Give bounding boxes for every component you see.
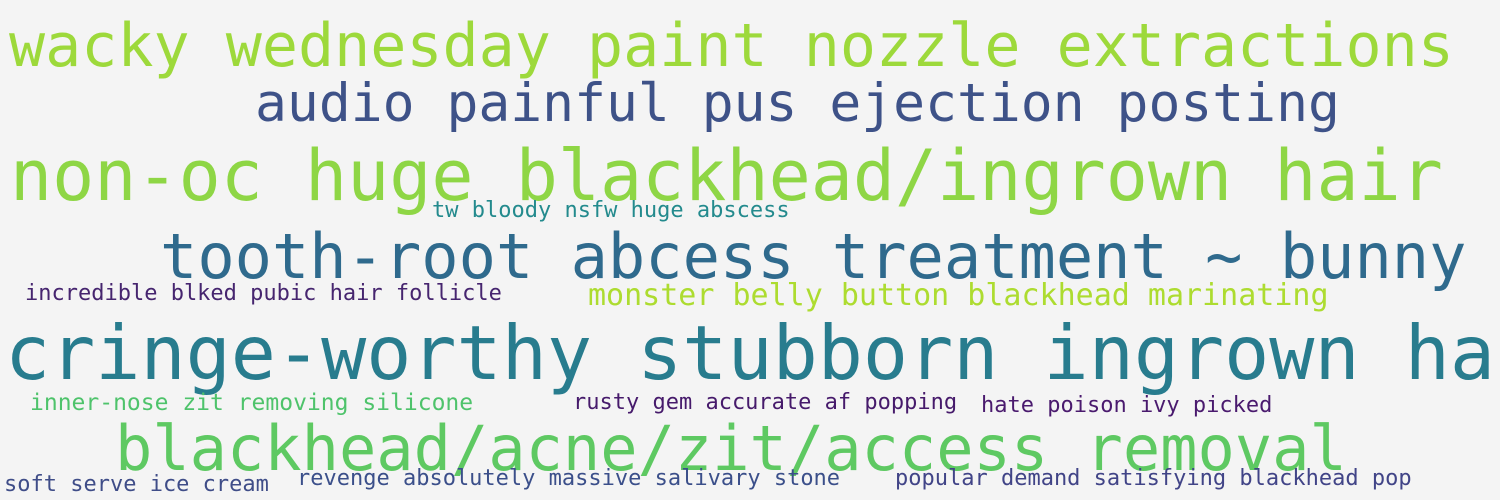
word-soft-serve-ice-cream: soft serve ice cream [4, 472, 269, 497]
word-rusty-gem-accurate-af-popping: rusty gem accurate af popping [573, 390, 958, 415]
word-tw-bloody-nsfw-huge-abscess: tw bloody nsfw huge abscess [432, 198, 790, 223]
word-non-oc-huge-blackhead-ingrown-hair: non-oc huge blackhead/ingrown hair [10, 135, 1443, 217]
word-cringe-worthy-stubborn-ingrown-hair: cringe-worthy stubborn ingrown hair [5, 309, 1500, 397]
word-wacky-wednesday-paint-nozzle-extractions: wacky wednesday paint nozzle extractions [9, 11, 1454, 81]
word-blackhead-acne-zit-access-removal: blackhead/acne/zit/access removal [115, 412, 1347, 485]
word-popular-demand-satisfying-blackhead-pop: popular demand satisfying blackhead pop [895, 466, 1412, 491]
word-monster-belly-button-blackhead-marinating: monster belly button blackhead marinatin… [588, 278, 1329, 313]
word-incredible-blked-pubic-hair-follicle: incredible blked pubic hair follicle [25, 281, 502, 306]
word-audio-painful-pus-ejection-posting: audio painful pus ejection posting [255, 73, 1340, 134]
word-hate-poison-ivy-picked: hate poison ivy picked [981, 393, 1273, 418]
word-revenge-absolutely-massive-salivary-stone: revenge absolutely massive salivary ston… [297, 466, 841, 491]
word-inner-nose-zit-removing-silicone: inner-nose zit removing silicone [30, 390, 474, 416]
word-tooth-root-abcess-treatment-bunny: tooth-root abcess treatment ~ bunny [160, 220, 1467, 293]
